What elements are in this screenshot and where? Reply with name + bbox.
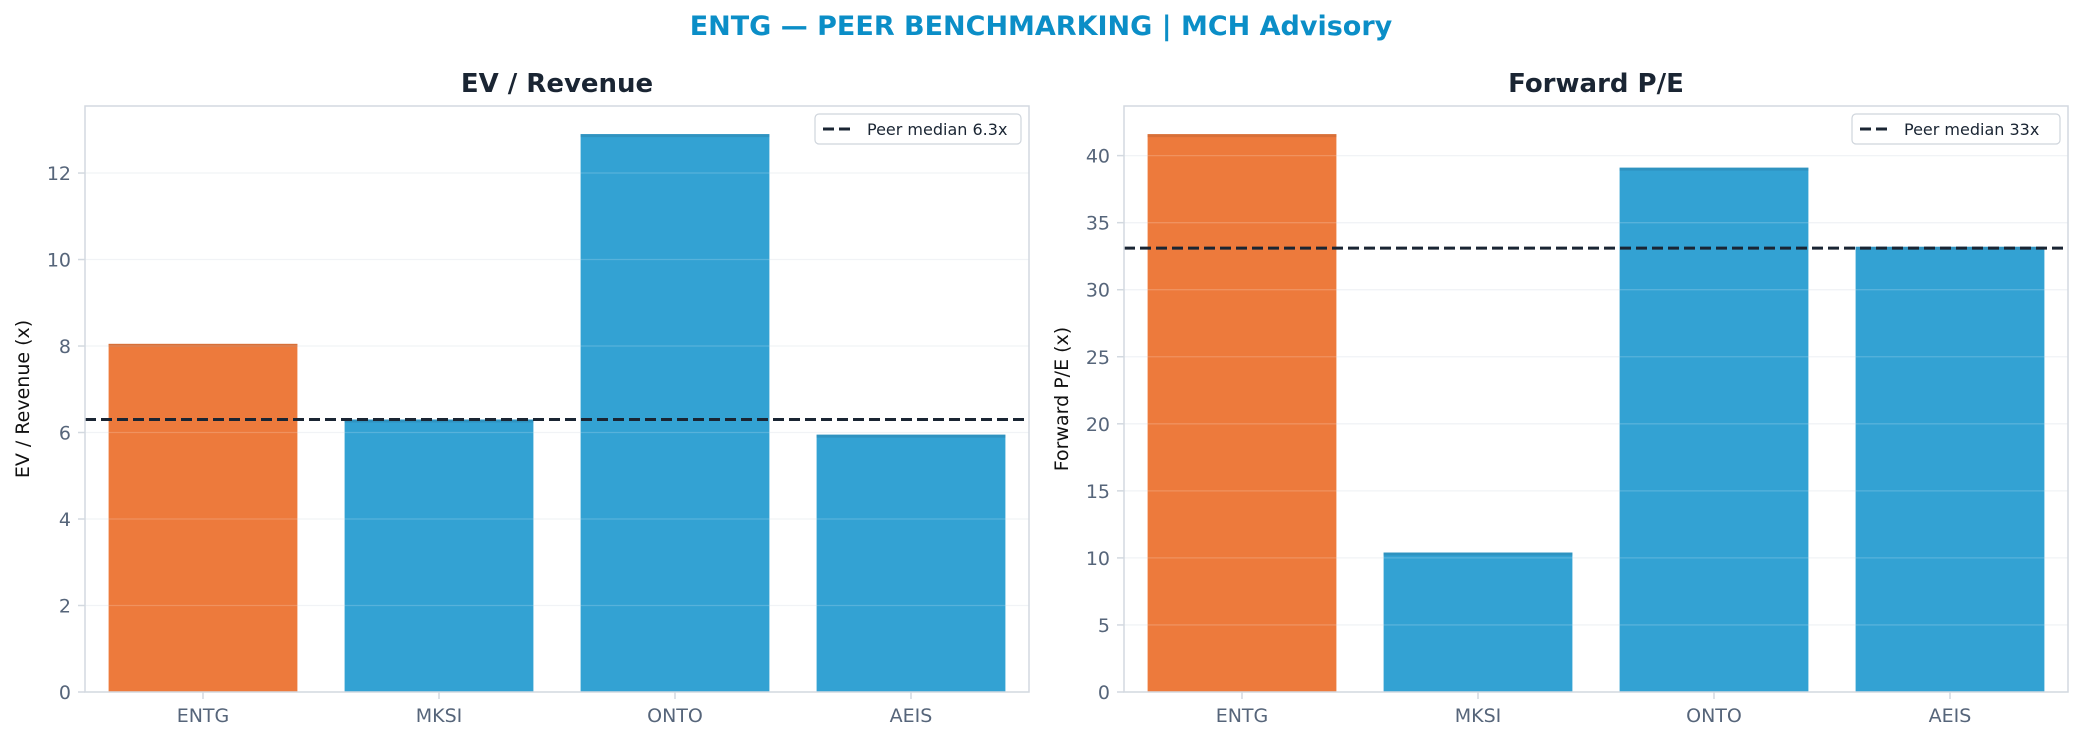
bar-mksi (1383, 552, 1573, 692)
legend-label: Peer median 6.3x (867, 120, 1007, 139)
x-tick-label: ENTG (1216, 705, 1269, 727)
axes-frame (84, 105, 1030, 693)
y-tick-label: 8 (59, 336, 71, 358)
bar-onto (580, 134, 770, 692)
y-tick-label: 20 (1086, 414, 1110, 436)
y-tick-label: 0 (1098, 682, 1110, 704)
subplot-1: 0 2 4 6 8 10 12 ENTG MKSI ONTO AEIS EV / Revenue EV … (12, 69, 1030, 727)
x-tick-label: ONTO (1686, 705, 1742, 727)
bar-entg (1147, 134, 1337, 693)
y-axis-label: Forward P/E (x) (1051, 327, 1073, 471)
y-tick-label: 10 (1086, 548, 1110, 570)
bar-onto (1619, 167, 1809, 692)
axes-frame (1123, 105, 2069, 693)
bar-entg (108, 343, 298, 692)
subplot-title: EV / Revenue (461, 69, 653, 99)
legend-box (1851, 113, 2061, 145)
y-tick-label: 4 (59, 509, 71, 531)
y-tick-label: 12 (47, 163, 71, 185)
y-tick-label: 6 (59, 423, 71, 445)
bar-mksi (344, 419, 534, 692)
y-tick-label: 30 (1086, 280, 1110, 302)
subplot-2: 0 5 10 15 20 25 30 35 40 ENTG MKSI ONTO AEIS Forward … (1051, 69, 2069, 727)
x-tick-label: AEIS (890, 705, 933, 727)
y-axis-label: EV / Revenue (x) (12, 320, 34, 478)
x-tick-label: MKSI (1455, 705, 1502, 727)
y-tick-label: 10 (47, 250, 71, 272)
x-tick-label: ENTG (177, 705, 230, 727)
y-tick-label: 35 (1086, 213, 1110, 235)
x-tick-label: AEIS (1929, 705, 1972, 727)
bar-aeis (816, 434, 1006, 692)
legend-box (814, 113, 1022, 145)
figure-title: ENTG — PEER BENCHMARKING | MCH Advisory (690, 11, 1393, 42)
y-tick-label: 25 (1086, 347, 1110, 369)
y-tick-label: 2 (59, 596, 71, 618)
x-tick-label: MKSI (416, 705, 463, 727)
legend-label: Peer median 33x (1904, 120, 2039, 139)
y-tick-label: 15 (1086, 481, 1110, 503)
bar-aeis (1855, 246, 2045, 693)
legend: Peer median 6.3x (814, 113, 1022, 145)
y-tick-label: 40 (1086, 146, 1110, 168)
x-tick-label: ONTO (647, 705, 703, 727)
y-tick-label: 5 (1098, 615, 1110, 637)
legend: Peer median 33x (1851, 113, 2061, 145)
y-tick-label: 0 (59, 682, 71, 704)
subplot-title: Forward P/E (1508, 69, 1684, 99)
